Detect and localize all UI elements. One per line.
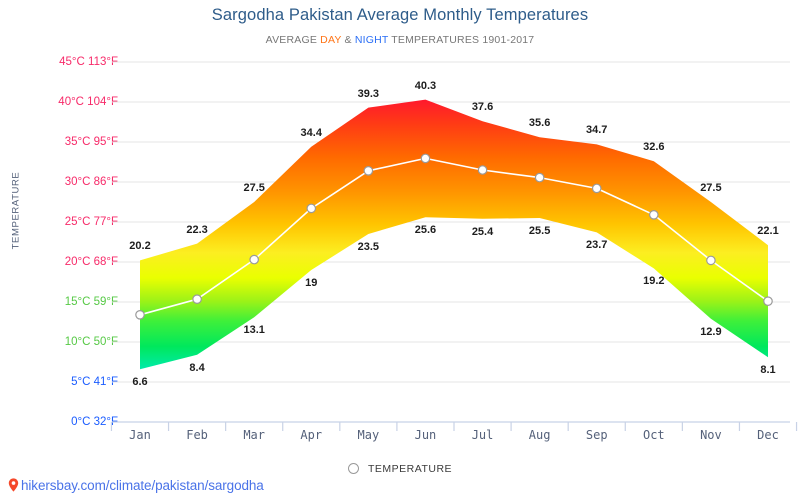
- map-pin-icon: [8, 478, 19, 492]
- night-value-label: 25.5: [528, 225, 551, 237]
- subtitle-day: DAY: [320, 34, 342, 46]
- axis-lines: [110, 421, 798, 431]
- night-value-label: 19.2: [643, 275, 665, 288]
- night-value-label: 12.9: [700, 325, 722, 338]
- y-tick-label: 25°C 77°F: [64, 216, 118, 228]
- x-tick-label-sep: Sep: [585, 428, 608, 442]
- x-tick-label-nov: Nov: [700, 428, 722, 442]
- day-value-label: 37.6: [471, 101, 494, 114]
- data-point-marker[interactable]: [534, 172, 545, 183]
- day-value-label: 34.4: [300, 126, 322, 139]
- y-tick-label: 35°C 95°F: [64, 136, 118, 148]
- night-value-label: 23.5: [357, 241, 380, 253]
- y-tick-label: 0°C 32°F: [71, 416, 118, 428]
- day-value-label: 27.5: [243, 182, 265, 194]
- subtitle-night: NIGHT: [354, 34, 389, 46]
- source-link[interactable]: hikersbay.com/climate/pakistan/sargodha: [8, 478, 264, 493]
- x-tick-label-feb: Feb: [186, 428, 208, 442]
- x-tick-label-jun: Jun: [414, 428, 437, 442]
- y-tick-label: 20°C 68°F: [64, 256, 118, 268]
- y-tick-label: 45°C 113°F: [59, 56, 118, 68]
- data-point-marker[interactable]: [135, 309, 145, 320]
- data-point-marker[interactable]: [591, 183, 602, 194]
- data-point-marker[interactable]: [420, 153, 431, 164]
- data-point-marker[interactable]: [706, 255, 716, 266]
- day-value-label: 22.3: [186, 223, 208, 236]
- y-tick-label: 10°C 50°F: [64, 336, 118, 348]
- night-value-label: 8.1: [760, 364, 776, 377]
- subtitle-post: TEMPERATURES 1901-2017: [388, 34, 535, 46]
- data-point-marker[interactable]: [649, 210, 659, 220]
- chart-legend: TEMPERATURE: [0, 462, 800, 476]
- y-tick-label: 40°C 104°F: [58, 96, 118, 108]
- night-value-label: 6.6: [132, 376, 148, 389]
- data-point-marker[interactable]: [477, 165, 488, 175]
- legend-label: TEMPERATURE: [367, 463, 453, 476]
- data-point-marker[interactable]: [763, 296, 773, 306]
- x-tick-label-aug: Aug: [528, 428, 551, 442]
- subtitle-amp: &: [341, 34, 355, 46]
- x-tick-label-oct: Oct: [642, 428, 665, 442]
- day-value-label: 39.3: [357, 87, 380, 100]
- x-tick-label-mar: Mar: [243, 428, 266, 442]
- x-tick-label-jul: Jul: [471, 428, 494, 442]
- night-value-label: 25.6: [414, 224, 437, 237]
- day-value-label: 22.1: [757, 225, 779, 238]
- data-point-marker[interactable]: [306, 203, 317, 214]
- night-value-label: 23.7: [586, 239, 608, 252]
- source-link-text[interactable]: hikersbay.com/climate/pakistan/sargodha: [21, 478, 264, 493]
- x-tick-label-may: May: [357, 428, 380, 442]
- y-tick-label: 15°C 59°F: [64, 296, 118, 308]
- night-value-label: 13.1: [243, 324, 265, 337]
- day-value-label: 27.5: [700, 182, 722, 194]
- mean-temperature-line: [139, 157, 769, 316]
- night-value-label: 19: [305, 277, 318, 289]
- mean-temperature-markers: [135, 153, 773, 320]
- day-value-label: 35.6: [528, 117, 551, 130]
- data-point-marker[interactable]: [192, 294, 202, 304]
- chart-subtitle: AVERAGE DAY & NIGHT TEMPERATURES 1901-20…: [0, 34, 800, 46]
- page-title: Sargodha Pakistan Average Monthly Temper…: [211, 6, 589, 24]
- day-value-label: 20.2: [129, 240, 151, 253]
- day-value-label: 34.7: [586, 124, 608, 137]
- x-tick-label-dec: Dec: [757, 428, 779, 442]
- y-tick-label: 5°C 41°F: [71, 376, 118, 388]
- data-point-marker[interactable]: [249, 254, 259, 265]
- day-value-label: 32.6: [643, 141, 665, 154]
- y-axis-tick-labels: 45°C 113°F 40°C 104°F 35°C 95°F 30°C 86°F 25…: [0, 0, 118, 500]
- subtitle-pre: AVERAGE: [265, 34, 321, 46]
- data-point-marker[interactable]: [363, 166, 374, 176]
- night-value-label: 25.4: [471, 225, 494, 238]
- y-tick-label: 30°C 86°F: [64, 176, 118, 188]
- day-value-label: 40.3: [414, 79, 437, 92]
- night-value-label: 8.4: [189, 361, 205, 374]
- circle-marker-icon: [347, 462, 359, 474]
- x-tick-label-apr: Apr: [300, 428, 323, 442]
- x-tick-label-jan: Jan: [129, 428, 151, 442]
